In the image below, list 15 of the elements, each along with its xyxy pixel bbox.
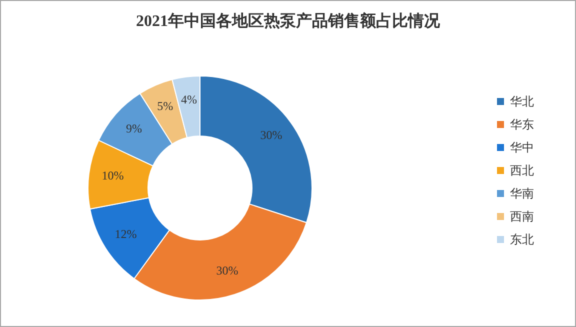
data-label: 30% <box>216 263 238 278</box>
data-label: 4% <box>180 92 197 106</box>
legend-label: 华中 <box>510 140 534 154</box>
legend-label: 西南 <box>510 209 534 224</box>
legend-label: 西北 <box>510 163 534 178</box>
legend-label: 华北 <box>510 94 534 108</box>
data-label: 9% <box>126 122 142 136</box>
legend-label: 东北 <box>510 232 534 246</box>
chart-title: 2021年中国各地区热泵产品销售额占比情况 <box>136 12 441 30</box>
data-label: 12% <box>114 226 137 241</box>
data-label: 30% <box>260 128 282 142</box>
data-label: 5% <box>157 98 174 113</box>
legend-label: 华南 <box>510 186 534 200</box>
legend-label: 华东 <box>510 117 534 132</box>
data-label: 10% <box>102 168 124 183</box>
